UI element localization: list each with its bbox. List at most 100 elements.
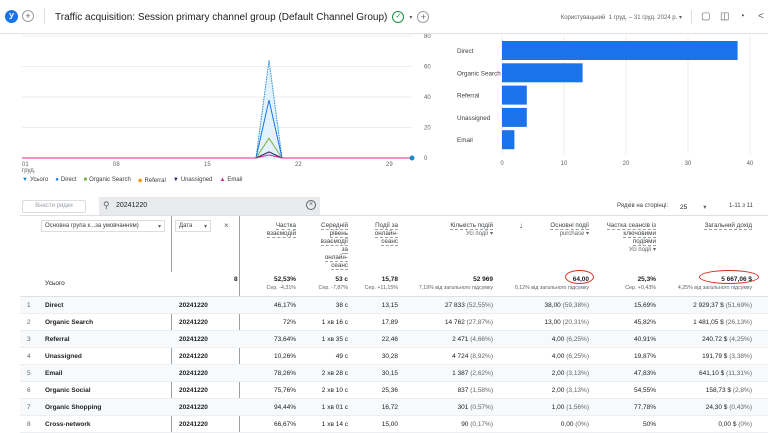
cell-value: 25,36 xyxy=(381,387,398,394)
add-rows-button[interactable]: Внести рядки xyxy=(22,200,86,213)
cell-value: 4 724 xyxy=(452,353,469,360)
divider xyxy=(44,8,45,24)
highlight-oval xyxy=(699,270,759,284)
report-icon[interactable]: ▢ xyxy=(701,11,711,22)
search-input[interactable]: ⚲ 20241220 × xyxy=(99,197,320,215)
table-row[interactable]: 2 Organic Search 20241220 72% 1 хв 16 с 17,89… xyxy=(20,314,768,331)
legend-marker-icon: ▲ xyxy=(219,177,226,183)
insights-icon[interactable]: ◔ xyxy=(739,11,746,22)
table-row[interactable]: 3 Referral 20241220 73,64% 1 хв 35 с 22,46 2 4… xyxy=(20,331,768,348)
total-value: 52,53% xyxy=(273,276,296,283)
cell-value: 2 хв 10 с xyxy=(321,387,348,394)
divider xyxy=(239,216,240,432)
cell-percent: (3,13%) xyxy=(566,370,589,377)
metric-select[interactable]: purchase ▾ xyxy=(559,231,589,237)
cell-value: 54,55% xyxy=(633,387,656,394)
cell-value: 15,69% xyxy=(633,302,656,309)
add-comparison-button[interactable]: + xyxy=(22,10,34,22)
bar xyxy=(502,41,738,60)
add-button[interactable]: + xyxy=(417,11,430,23)
cell-value: 0,00 xyxy=(560,421,574,428)
column-header[interactable]: Події за онлайн-сеанс xyxy=(370,222,398,246)
cell-value: 40,91% xyxy=(633,336,656,343)
column-header[interactable]: Кількість подій Усі події ▾ xyxy=(423,222,493,238)
compare-icon[interactable]: ◫ xyxy=(720,11,730,22)
series-line xyxy=(22,154,412,159)
table-row[interactable]: 4 Unassigned 20241220 10,26% 49 с 30,28 4 724 … xyxy=(20,348,768,365)
legend-label: Усього xyxy=(29,177,49,183)
series-line xyxy=(22,137,412,159)
column-header[interactable]: ↓ Основні події purchase ▾ xyxy=(519,222,589,238)
cell-percent: (27,87%) xyxy=(466,319,493,326)
legend-label: Unassigned xyxy=(180,177,213,183)
remove-dimension-icon[interactable]: × xyxy=(224,221,229,230)
cell-value: 73,64% xyxy=(273,336,296,343)
table-row[interactable]: 1 Direct 20241220 46,17% 38 с 13,15 27 833 (52… xyxy=(20,297,768,314)
cell-percent: (1,58%) xyxy=(470,387,493,394)
column-header[interactable]: Загальний дохід xyxy=(682,222,752,230)
table-row[interactable]: 6 Organic Social 20241220 75,76% 2 хв 10 с 25… xyxy=(20,382,768,399)
share-icon[interactable]: < xyxy=(758,11,764,22)
column-header[interactable]: Середній рівень взаємодії за онлайн-сеан… xyxy=(320,222,348,270)
date-value: 20241220 xyxy=(179,353,208,360)
charts-area: 0 20 40 60 80 01 08 15 22 29 0 10 20 30 40 Direct Organ… xyxy=(22,34,754,168)
avatar[interactable]: У xyxy=(5,10,18,23)
table-row[interactable]: 5 Email 20241220 78,26% 2 хв 28 с 30,15 1 387 … xyxy=(20,365,768,382)
search-icon: ⚲ xyxy=(103,200,110,210)
cell-value: 15,00 xyxy=(381,421,398,428)
divider xyxy=(691,10,692,24)
area-fill xyxy=(256,60,282,158)
cell-value: 4,00 xyxy=(551,353,565,360)
cell-percent: (3,13%) xyxy=(566,387,589,394)
dimension-select[interactable]: Основна група к...за умовчанням) ▾ xyxy=(41,220,165,232)
legend-item[interactable]: ▼ Unassigned xyxy=(173,177,213,184)
bar xyxy=(502,130,515,150)
column-header[interactable]: Частка взаємодій xyxy=(246,222,296,238)
category-label: Organic Search xyxy=(457,70,501,77)
cell-value: 301 xyxy=(457,404,469,411)
table-row[interactable]: 8 Cross-network 20241220 66,67% 1 хв 14 с 15,… xyxy=(20,416,768,433)
cell-value: 1 хв 14 с xyxy=(321,421,348,428)
date-range-picker[interactable]: Користувацький 1 груд. – 31 груд. 2024 р… xyxy=(560,14,682,21)
check-circle-icon[interactable]: ✓ xyxy=(392,11,405,23)
rows-per-page-select[interactable]: 25 ▾ xyxy=(680,204,707,211)
legend-item[interactable]: ■ Organic Search xyxy=(84,177,131,184)
metric-select[interactable]: Усі події ▾ xyxy=(628,247,656,253)
cell-value: 27 833 xyxy=(444,302,465,309)
bar xyxy=(502,107,527,127)
cell-percent: (0%) xyxy=(575,421,589,428)
cell-value: 837 xyxy=(457,387,469,394)
secondary-dimension-select[interactable]: Дата ▾ xyxy=(175,220,211,232)
x-tick-label: 40 xyxy=(747,161,754,167)
cell-percent: (8,92%) xyxy=(470,353,493,360)
row-number: 2 xyxy=(27,319,31,326)
legend-item[interactable]: ◆ Referral xyxy=(138,177,166,184)
legend-label: Direct xyxy=(60,177,77,183)
x-tick-label: 0 xyxy=(500,161,504,167)
cell-value: 1 хв 01 с xyxy=(321,404,348,411)
cell-value: 10,26% xyxy=(273,353,296,360)
legend-marker-icon: ▼ xyxy=(22,177,28,183)
title-group: Traffic acquisition: Session primary cha… xyxy=(55,9,430,25)
cell-value: 14 762 xyxy=(444,319,465,326)
dropdown-chevron-icon[interactable]: ▾ xyxy=(409,14,413,21)
cell-value: 72% xyxy=(282,319,296,326)
sort-arrow-icon[interactable]: ↓ xyxy=(519,221,523,230)
y-tick-label: 20 xyxy=(424,126,431,132)
metric-select[interactable]: Усі події ▾ xyxy=(465,231,493,237)
cell-percent: (2,62%) xyxy=(470,370,493,377)
legend-item[interactable]: ● Direct xyxy=(55,177,76,184)
column-header[interactable]: Частка сеансів із ключовими подіями Усі п… xyxy=(606,222,656,254)
legend-item[interactable]: ▲ Email xyxy=(219,177,242,184)
y-tick-label: 40 xyxy=(424,95,431,101)
category-label: Email xyxy=(457,137,473,144)
cell-value: 30,15 xyxy=(381,370,398,377)
clear-search-icon[interactable]: × xyxy=(306,200,316,210)
bar-chart: 0 10 20 30 40 Direct Organic Search Referral Una… xyxy=(457,36,754,167)
cell-percent: (6,25%) xyxy=(566,336,589,343)
table-row[interactable]: 7 Organic Shopping 20241220 94,44% 1 хв 01 с… xyxy=(20,399,768,416)
x-tick-label: 15 xyxy=(204,162,211,168)
total-cell: 53 с Сер. -7,87% xyxy=(300,276,348,291)
legend-item[interactable]: ▼ Усього xyxy=(22,177,48,184)
date-value: 20241220 xyxy=(179,336,208,343)
